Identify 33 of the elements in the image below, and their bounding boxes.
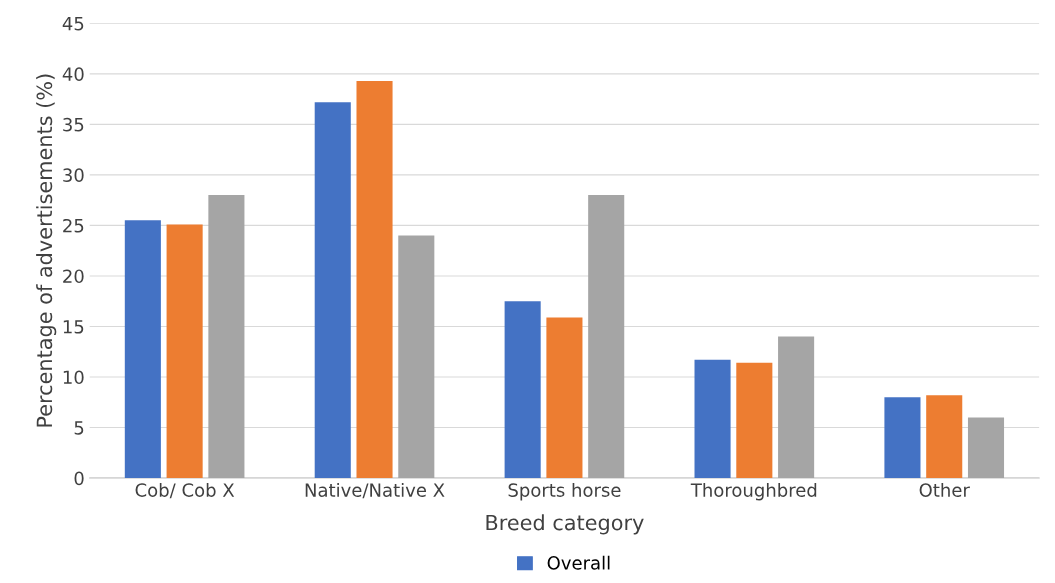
x-tick-label: Other [919, 482, 970, 497]
bar [314, 102, 351, 479]
bar [588, 195, 625, 479]
y-tick-label: 30 [63, 168, 84, 183]
bar [967, 417, 1005, 479]
bar [778, 336, 815, 479]
bar [208, 195, 245, 479]
bar [124, 220, 161, 479]
bar [398, 235, 435, 479]
y-tick-label: 15 [63, 320, 84, 334]
bar [736, 362, 773, 479]
bar [504, 301, 541, 479]
x-tick-label: Native/Native X [305, 482, 445, 499]
x-axis-title: Breed category [486, 514, 644, 535]
y-tick-label: 40 [62, 67, 84, 81]
y-tick-label: 35 [63, 117, 84, 132]
y-tick-label: 5 [74, 421, 84, 435]
bar [166, 224, 203, 479]
y-tick-label: 25 [63, 218, 84, 233]
y-axis-title: Percentage of advertisements (%) [36, 74, 57, 427]
x-tick-label: Sports horse [508, 482, 621, 501]
bar [884, 397, 921, 479]
bar [694, 359, 731, 479]
x-tick-label: Cob/ Cob X [135, 482, 235, 499]
bar [546, 317, 583, 479]
bar [926, 395, 963, 479]
y-tick-label: 0 [74, 471, 84, 486]
legend-label: Overall [547, 555, 610, 570]
x-tick-label: Thoroughbred [690, 482, 817, 501]
bar [356, 80, 393, 479]
y-tick-label: 10 [63, 370, 84, 385]
y-tick-label: 45 [62, 17, 84, 31]
y-tick-label: 20 [63, 269, 84, 284]
